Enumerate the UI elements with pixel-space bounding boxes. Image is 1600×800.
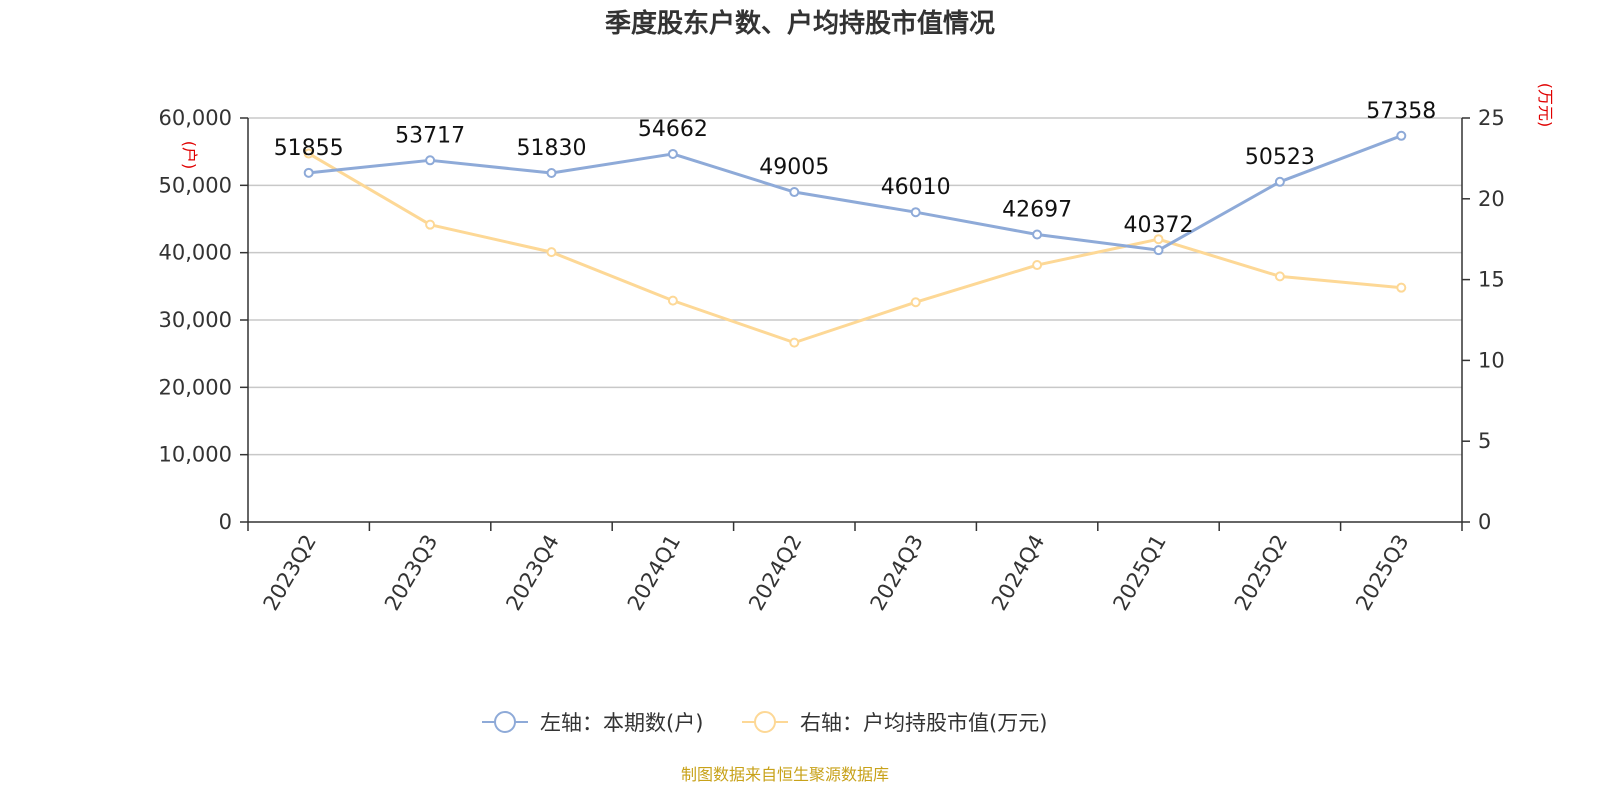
left-axis-unit: (户) (180, 141, 199, 170)
legend-marker-blue (494, 711, 516, 733)
data-point[interactable] (789, 337, 800, 348)
data-point[interactable] (303, 148, 314, 159)
data-point[interactable] (910, 207, 921, 218)
data-point[interactable] (1396, 282, 1407, 293)
legend-item-avg-value[interactable]: 右轴：户均持股市值(万元) (742, 711, 1047, 735)
x-axis-tick-label: 2025Q2 (1230, 531, 1292, 615)
left-axis-tick-label: 60,000 (159, 106, 232, 130)
data-point[interactable] (1032, 229, 1043, 240)
data-label: 57358 (1366, 99, 1436, 124)
left-axis-tick-label: 40,000 (159, 241, 232, 265)
data-point[interactable] (1396, 130, 1407, 141)
data-point[interactable] (1274, 176, 1285, 187)
legend-label-shareholders: 左轴：本期数(户) (540, 711, 703, 735)
data-label: 50523 (1245, 145, 1315, 170)
line-avg-value (307, 152, 1402, 345)
data-label: 51855 (274, 136, 344, 161)
legend-item-shareholders[interactable]: 左轴：本期数(户) (482, 711, 703, 735)
left-axis-tick-label: 0 (219, 510, 232, 534)
data-point[interactable] (1153, 245, 1164, 256)
left-axis-tick-labels: 0 10,000 20,000 30,000 40,000 50,000 60,000 (159, 106, 232, 534)
x-axis-tick-label: 2025Q3 (1351, 531, 1413, 615)
data-label: 54662 (638, 117, 708, 142)
data-point[interactable] (546, 247, 557, 258)
data-point[interactable] (546, 168, 557, 179)
line-shareholders (308, 134, 1402, 252)
data-point[interactable] (1032, 260, 1043, 271)
data-point[interactable] (1153, 234, 1164, 245)
x-axis-tick-labels: 2023Q2 2023Q3 2023Q4 2024Q1 2024Q2 2024Q3 2024… (259, 531, 1414, 615)
legend-marker-yellow (754, 711, 776, 733)
gridlines (248, 117, 1462, 456)
right-axis-tick-label: 5 (1478, 429, 1491, 453)
left-axis-tick-label: 10,000 (159, 443, 232, 467)
data-point[interactable] (303, 167, 314, 178)
left-axis-tick-label: 20,000 (159, 375, 232, 399)
legend: 左轴：本期数(户) 右轴：户均持股市值(万元) (482, 711, 1047, 735)
left-axis-tick-label: 50,000 (159, 173, 232, 197)
series-group: 51855 53717 51830 54662 49005 46010 42697 40372… (274, 99, 1436, 348)
x-axis-tick-label: 2023Q2 (259, 531, 321, 615)
right-axis-unit: (万元) (1536, 83, 1555, 128)
series-avg-value (303, 148, 1407, 348)
data-source: 制图数据来自恒生聚源数据库 (681, 765, 889, 784)
data-point[interactable] (789, 187, 800, 198)
data-label: 51830 (517, 136, 587, 161)
chart-title: 季度股东户数、户均持股市值情况 (605, 8, 995, 39)
data-label: 49005 (759, 155, 829, 180)
series-shareholders: 51855 53717 51830 54662 49005 46010 42697 40372… (274, 99, 1436, 256)
x-axis-tick-label: 2025Q1 (1108, 531, 1170, 615)
data-point[interactable] (425, 155, 436, 166)
x-axis-tick-label: 2024Q4 (987, 531, 1049, 615)
right-axis-tick-label: 25 (1478, 106, 1505, 130)
x-axis-tick-label: 2024Q3 (866, 531, 928, 615)
axes (240, 117, 1470, 531)
left-axis-tick-label: 30,000 (159, 308, 232, 332)
right-axis-tick-label: 10 (1478, 348, 1505, 372)
x-axis-tick-label: 2023Q4 (501, 531, 563, 615)
data-label: 42697 (1002, 198, 1072, 223)
right-axis-tick-label: 15 (1478, 268, 1505, 292)
legend-label-avg-value: 右轴：户均持股市值(万元) (800, 711, 1047, 735)
x-axis-tick-label: 2024Q2 (744, 531, 806, 615)
right-axis-tick-labels: 0 5 10 15 20 25 (1478, 106, 1505, 534)
data-point[interactable] (667, 148, 678, 159)
right-axis-tick-label: 0 (1478, 510, 1491, 534)
data-point[interactable] (425, 219, 436, 230)
x-axis-tick-label: 2023Q3 (380, 531, 442, 615)
data-point[interactable] (910, 297, 921, 308)
data-label: 46010 (881, 175, 951, 200)
data-point[interactable] (1274, 271, 1285, 282)
right-axis-tick-label: 20 (1478, 187, 1505, 211)
data-label: 53717 (395, 123, 465, 148)
data-point[interactable] (667, 295, 678, 306)
x-axis-tick-label: 2024Q1 (623, 531, 685, 615)
data-label: 40372 (1124, 213, 1194, 238)
